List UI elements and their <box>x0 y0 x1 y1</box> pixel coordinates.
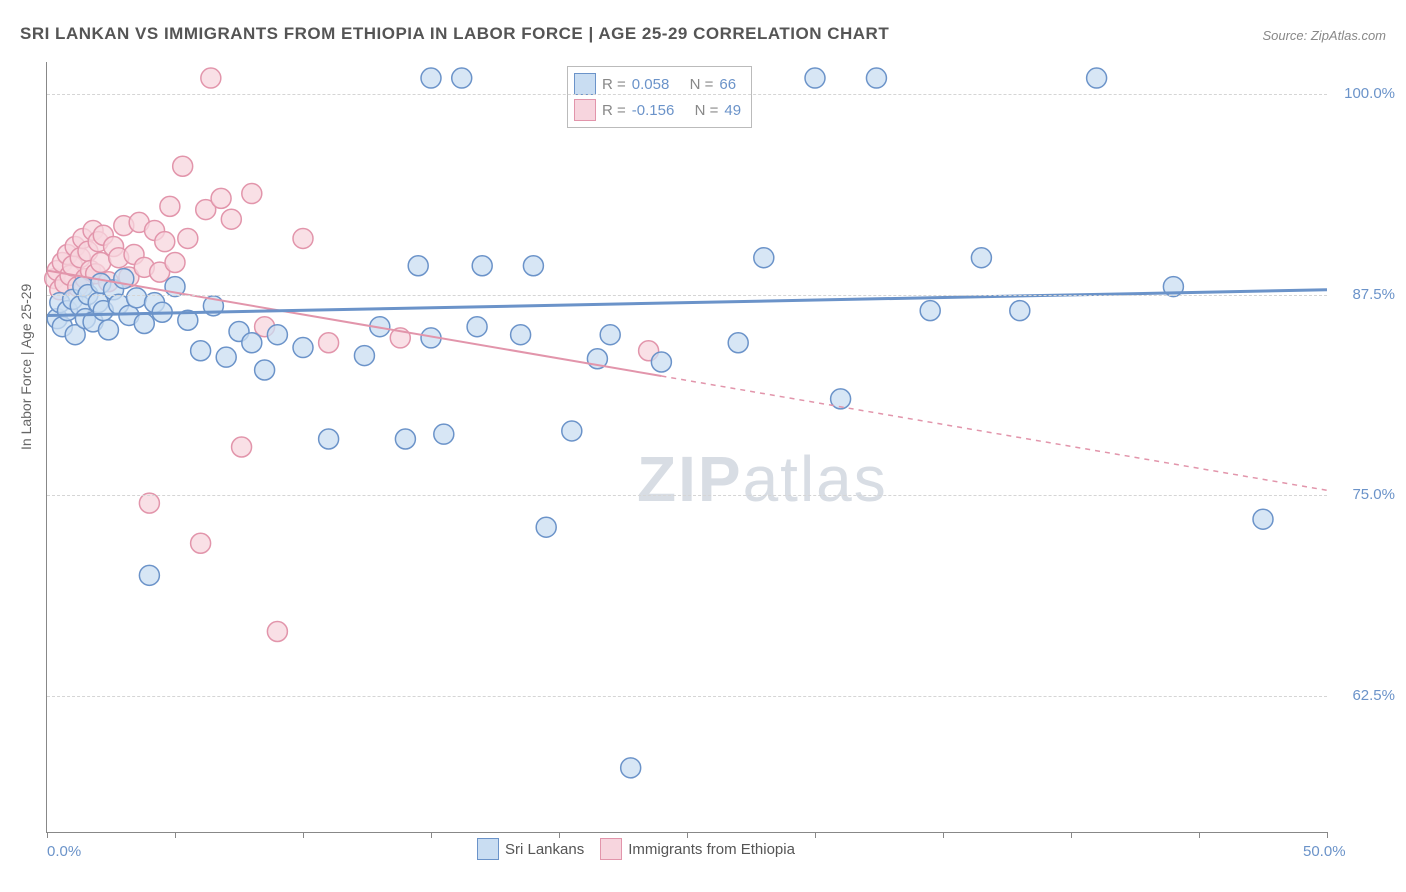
data-point <box>255 360 275 380</box>
data-point <box>805 68 825 88</box>
y-tick-label: 100.0% <box>1344 85 1395 102</box>
r-label: R = <box>602 102 626 119</box>
data-point <box>523 256 543 276</box>
x-tick <box>431 832 432 838</box>
gridline-h <box>47 295 1327 296</box>
x-tick <box>1327 832 1328 838</box>
data-point <box>1253 509 1273 529</box>
x-tick <box>1071 832 1072 838</box>
data-point <box>1087 68 1107 88</box>
data-point <box>293 228 313 248</box>
swatch-srilankan <box>574 73 596 95</box>
data-point <box>216 347 236 367</box>
data-point <box>467 317 487 337</box>
gridline-h <box>47 94 1327 95</box>
n-value-srilankan: 66 <box>719 76 736 93</box>
data-point <box>211 188 231 208</box>
legend-label-srilankan: Sri Lankans <box>505 841 584 858</box>
x-tick <box>47 832 48 838</box>
data-point <box>728 333 748 353</box>
data-point <box>242 333 262 353</box>
correlation-legend: R = 0.058 N = 66 R = -0.156 N = 49 <box>567 66 752 128</box>
x-tick <box>559 832 560 838</box>
source-attribution: Source: ZipAtlas.com <box>1262 28 1386 43</box>
legend-item-srilankan: Sri Lankans <box>477 838 584 860</box>
data-point <box>536 517 556 537</box>
x-tick <box>943 832 944 838</box>
data-point <box>511 325 531 345</box>
data-point <box>139 565 159 585</box>
legend-row-ethiopia: R = -0.156 N = 49 <box>574 97 741 123</box>
data-point <box>267 621 287 641</box>
data-point <box>971 248 991 268</box>
data-point <box>191 341 211 361</box>
data-point <box>562 421 582 441</box>
data-point <box>754 248 774 268</box>
data-point <box>267 325 287 345</box>
x-tick <box>687 832 688 838</box>
data-point <box>155 232 175 252</box>
n-label: N = <box>690 76 714 93</box>
data-point <box>201 68 221 88</box>
legend-item-ethiopia: Immigrants from Ethiopia <box>600 838 795 860</box>
r-label: R = <box>602 76 626 93</box>
data-point <box>434 424 454 444</box>
data-point <box>232 437 252 457</box>
swatch-srilankan-bottom <box>477 838 499 860</box>
data-point <box>178 228 198 248</box>
data-point <box>395 429 415 449</box>
series-legend: Sri Lankans Immigrants from Ethiopia <box>477 838 795 860</box>
data-point <box>139 493 159 513</box>
data-point <box>160 196 180 216</box>
x-tick-label: 0.0% <box>47 843 81 860</box>
data-point <box>621 758 641 778</box>
data-point <box>421 68 441 88</box>
y-tick-label: 75.0% <box>1352 486 1395 503</box>
data-point <box>408 256 428 276</box>
x-tick <box>175 832 176 838</box>
data-point <box>191 533 211 553</box>
data-point <box>920 301 940 321</box>
data-point <box>354 346 374 366</box>
data-point <box>472 256 492 276</box>
r-value-ethiopia: -0.156 <box>632 102 675 119</box>
y-tick-label: 87.5% <box>1352 286 1395 303</box>
data-point <box>600 325 620 345</box>
data-point <box>98 320 118 340</box>
y-axis-label: In Labor Force | Age 25-29 <box>18 284 34 450</box>
x-tick <box>303 832 304 838</box>
plot-area: ZIPatlas R = 0.058 N = 66 R = -0.156 N =… <box>46 62 1327 833</box>
swatch-ethiopia <box>574 99 596 121</box>
x-tick-label: 50.0% <box>1303 843 1346 860</box>
gridline-h <box>47 696 1327 697</box>
legend-label-ethiopia: Immigrants from Ethiopia <box>628 841 795 858</box>
x-tick <box>1199 832 1200 838</box>
data-point <box>165 253 185 273</box>
data-point <box>134 313 154 333</box>
regression-line-dashed <box>661 376 1327 490</box>
x-tick <box>815 832 816 838</box>
chart-svg <box>47 62 1327 832</box>
data-point <box>221 209 241 229</box>
n-label: N = <box>695 102 719 119</box>
data-point <box>127 288 147 308</box>
data-point <box>319 333 339 353</box>
data-point <box>452 68 472 88</box>
data-point <box>293 338 313 358</box>
swatch-ethiopia-bottom <box>600 838 622 860</box>
data-point <box>242 184 262 204</box>
data-point <box>866 68 886 88</box>
data-point <box>173 156 193 176</box>
data-point <box>651 352 671 372</box>
data-point <box>1010 301 1030 321</box>
n-value-ethiopia: 49 <box>724 102 741 119</box>
gridline-h <box>47 495 1327 496</box>
chart-title: SRI LANKAN VS IMMIGRANTS FROM ETHIOPIA I… <box>20 24 889 44</box>
data-point <box>319 429 339 449</box>
y-tick-label: 62.5% <box>1352 687 1395 704</box>
r-value-srilankan: 0.058 <box>632 76 670 93</box>
